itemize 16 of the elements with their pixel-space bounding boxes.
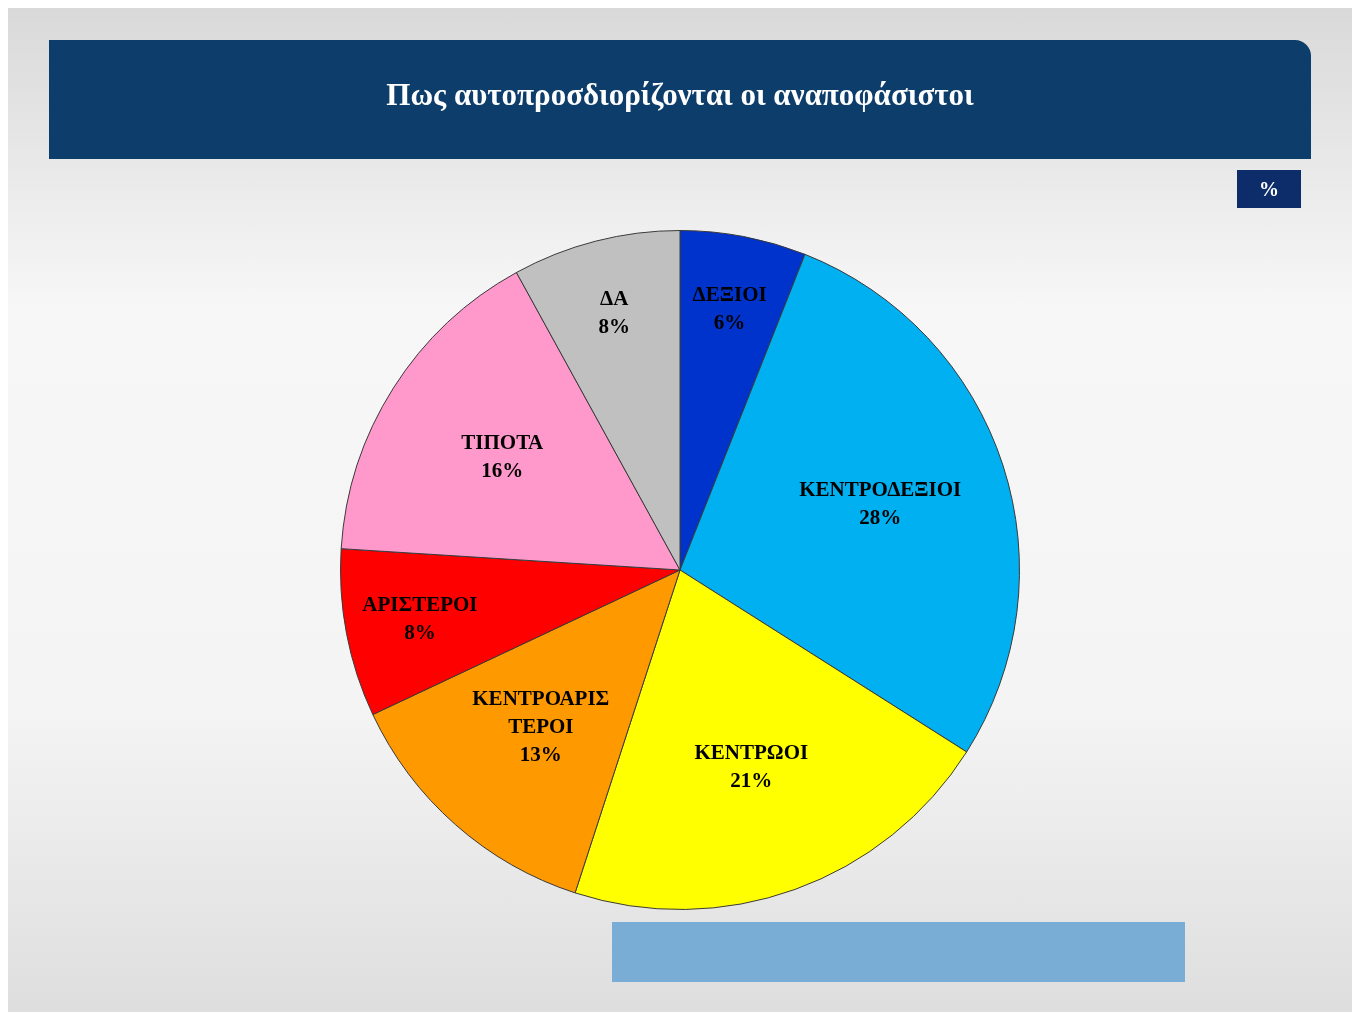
data-label: 13%: [519, 742, 562, 767]
slice-label: ΤΙΠΟΤΑ: [461, 429, 545, 454]
slice-label: ΔΑ: [599, 285, 630, 310]
slice-label: ΔΕΞΙΟΙ: [692, 282, 767, 307]
data-label: 6%: [713, 310, 746, 335]
data-label: 16%: [481, 457, 524, 482]
slice-label: ΚΕΝΤΡΟΑΡΙΣΤΕΡΟΙ: [472, 686, 610, 739]
slice-label: ΚΕΝΤΡΟΔΕΞΙΟΙ: [799, 477, 962, 502]
data-label: 8%: [598, 313, 630, 338]
text: %: [1259, 177, 1279, 201]
chart-title: Πως αυτοπροσδιορίζονται οι αναποφάσιστοι: [386, 76, 974, 113]
data-label: 28%: [859, 505, 902, 530]
data-label: 8%: [404, 620, 436, 645]
slice-label: ΑΡΙΣΤΕΡΟΙ: [362, 592, 478, 617]
slice-label: ΚΕΝΤΡΩΟΙ: [694, 740, 809, 765]
data-label: 21%: [730, 768, 773, 793]
